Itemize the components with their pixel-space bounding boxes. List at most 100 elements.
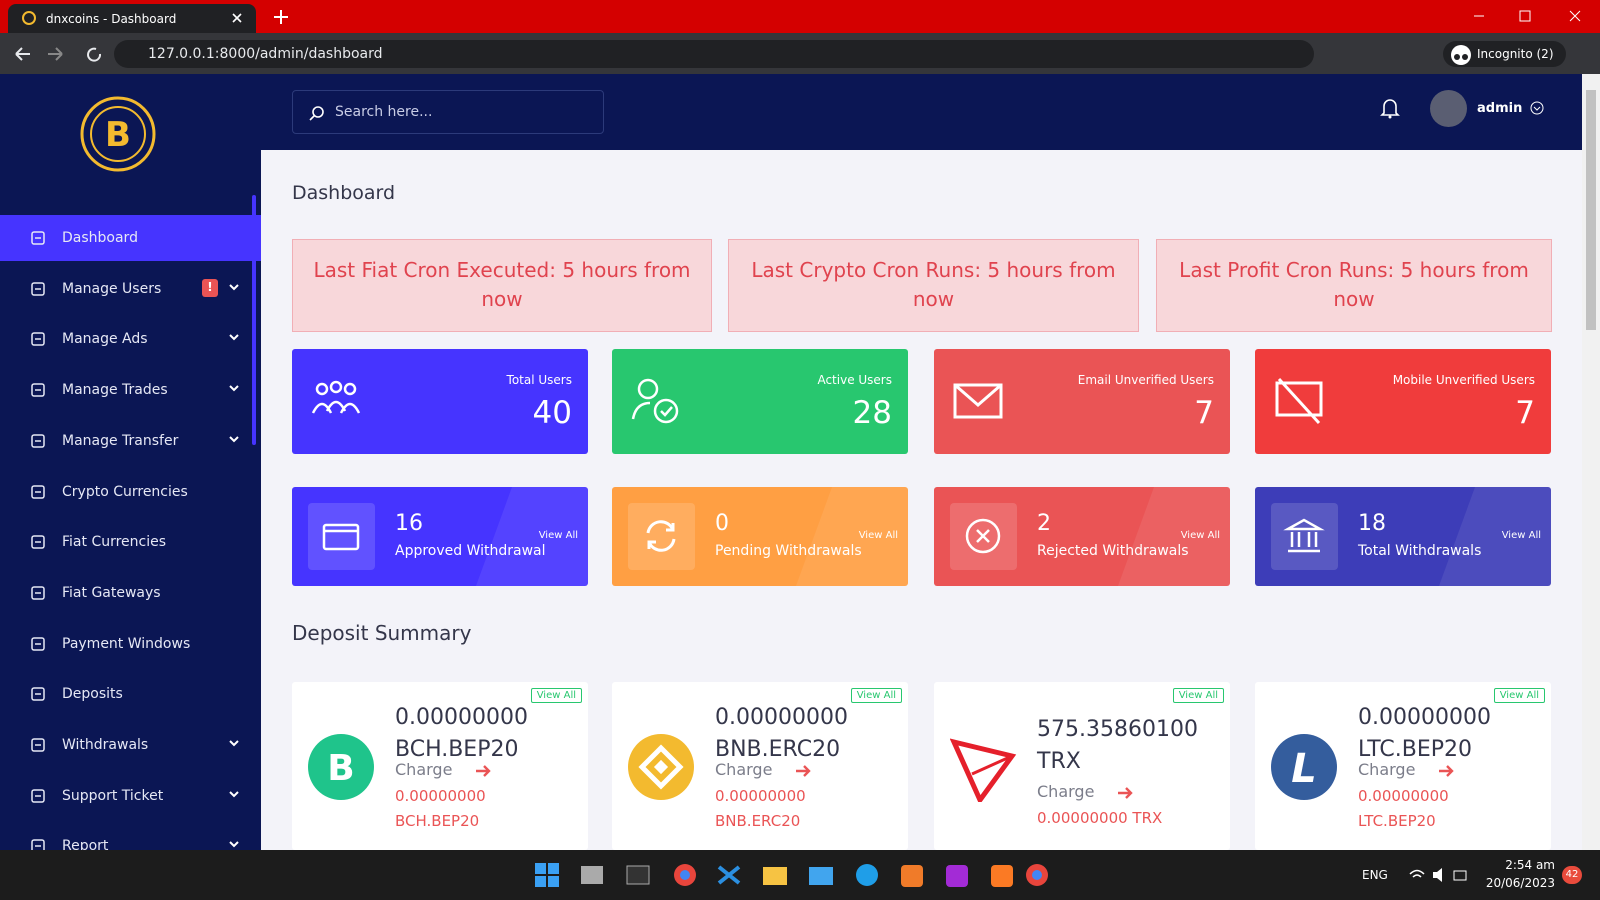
deposit-card[interactable]: View All 575.35860100 TRX Charge 0.00000000 …: [934, 682, 1230, 850]
currency: BNB.ERC20: [715, 737, 841, 762]
menu-label: Manage Users: [62, 280, 162, 297]
coin-icon: L: [1271, 734, 1337, 800]
coin-icon: [950, 738, 1017, 802]
menu-item[interactable]: Payment Windows: [0, 621, 261, 667]
window-controls[interactable]: [1470, 8, 1590, 24]
view-all-link[interactable]: View All: [858, 530, 898, 541]
menu-item[interactable]: Deposits: [0, 671, 261, 717]
withdrawal-card[interactable]: 18 Total Withdrawals View All: [1255, 487, 1551, 586]
view-all-link[interactable]: View All: [1180, 530, 1220, 541]
withdrawal-card[interactable]: 16 Approved Withdrawal View All: [292, 487, 588, 586]
view-all-link[interactable]: View All: [1172, 688, 1224, 703]
withdrawal-icon: [646, 520, 676, 552]
charge-label: Charge: [1358, 760, 1538, 779]
stat-card[interactable]: Total Users 40: [292, 349, 588, 454]
cron-alert: Last Crypto Cron Runs: 5 hours from now: [728, 239, 1139, 332]
stat-label: Email Unverified Users: [1077, 373, 1214, 387]
view-all-link[interactable]: View All: [530, 688, 582, 703]
menu-icon: [31, 383, 45, 397]
deposit-card[interactable]: B View All 0.00000000 BCH.BEP20 Charge 0.0000…: [292, 682, 588, 850]
menu-item[interactable]: Manage Transfer: [0, 418, 261, 464]
chevron: [229, 740, 239, 747]
menu-item[interactable]: Fiat Currencies: [0, 519, 261, 565]
profile-button[interactable]: Incognito (2): [1443, 41, 1566, 67]
menu-label: Dashboard: [62, 230, 138, 246]
menu-item[interactable]: Fiat Gateways: [0, 570, 261, 616]
menu-item[interactable]: Manage Trades: [0, 367, 261, 413]
withdrawal-card[interactable]: 0 Pending Withdrawals View All: [612, 487, 908, 586]
stat-icon: [311, 380, 361, 414]
menu-label: Manage Trades: [62, 382, 168, 399]
menu-item[interactable]: Report: [0, 823, 261, 850]
menu-item[interactable]: Dashboard: [0, 215, 261, 261]
stat-card[interactable]: Mobile Unverified Users 7: [1255, 349, 1551, 454]
menu-icon: [31, 738, 45, 752]
withdrawal-icon: [965, 518, 1001, 554]
icon-box: [308, 503, 375, 570]
menu-item[interactable]: Support Ticket: [0, 773, 261, 819]
stat-card[interactable]: Active Users 28: [612, 349, 908, 454]
deposit-card[interactable]: L View All 0.00000000 LTC.BEP20 Charge 0.0000…: [1255, 682, 1551, 850]
tray-icons[interactable]: [1408, 866, 1468, 884]
taskbar-apps[interactable]: [535, 863, 1055, 889]
menu-item[interactable]: Manage Ads: [0, 316, 261, 362]
chevron: [229, 841, 239, 848]
menu-label: Deposits: [62, 686, 123, 703]
deposit-card[interactable]: View All 0.00000000 BNB.ERC20 Charge 0.00000…: [612, 682, 908, 850]
cron-alert: Last Fiat Cron Executed: 5 hours from no…: [292, 239, 712, 332]
menu-label: Manage Ads: [62, 331, 148, 348]
charge-text: Charge: [395, 760, 453, 779]
chevron: [229, 790, 239, 798]
clock-time[interactable]: 2:54 am: [1505, 858, 1555, 872]
avatar[interactable]: [1430, 90, 1467, 127]
deposit-amount: 0.00000000 BNB.ERC20: [715, 702, 895, 766]
stat-value: 40: [532, 395, 572, 431]
deposit-amount: 0.00000000 LTC.BEP20: [1358, 702, 1538, 766]
arrow: [1439, 765, 1454, 777]
search-box[interactable]: Search here...: [292, 90, 604, 134]
currency: TRX: [1037, 749, 1081, 774]
arrow: [1118, 787, 1133, 799]
user-name[interactable]: admin: [1477, 101, 1523, 116]
browser-tab[interactable]: dnxcoins - Dashboard: [8, 4, 256, 33]
notification-count[interactable]: 42: [1562, 866, 1582, 884]
withdrawal-card[interactable]: 2 Rejected Withdrawals View All: [934, 487, 1230, 586]
clock-date[interactable]: 20/06/2023: [1485, 876, 1555, 890]
menu-icon: [31, 535, 45, 549]
user-dropdown[interactable]: [1530, 101, 1544, 115]
stat-card[interactable]: Email Unverified Users 7: [934, 349, 1230, 454]
new-tab[interactable]: [274, 10, 288, 24]
url: 127.0.0.1:8000/admin/dashboard: [148, 46, 383, 62]
arrow: [476, 765, 491, 777]
menu-item[interactable]: Manage Users!: [0, 266, 261, 312]
view-all-link[interactable]: View All: [1493, 688, 1545, 703]
charge-text: Charge: [1037, 782, 1095, 801]
url-field[interactable]: 127.0.0.1:8000/admin/dashboard: [114, 40, 1314, 68]
menu-icon: [31, 687, 45, 702]
menu-label: Fiat Currencies: [62, 534, 167, 551]
nav-buttons[interactable]: [14, 45, 104, 63]
page-title: Dashboard: [292, 182, 396, 204]
menu-icon: [31, 332, 45, 347]
incognito-icon: [1451, 45, 1471, 65]
view-all-link[interactable]: View All: [850, 688, 902, 703]
profile-label: Incognito (2): [1477, 47, 1554, 61]
menu-item[interactable]: Withdrawals: [0, 722, 261, 768]
arrow: [796, 765, 811, 777]
tab-close[interactable]: [232, 13, 242, 23]
withdrawal-count: 0: [715, 511, 729, 536]
input-language[interactable]: ENG: [1362, 868, 1388, 882]
notification-bell[interactable]: [1380, 97, 1400, 119]
view-all-link[interactable]: View All: [1501, 530, 1541, 541]
charge-value: 0.00000000 TRX: [1037, 809, 1163, 827]
currency: BCH.BEP20: [395, 737, 519, 762]
sidebar-scrollbar: [252, 195, 256, 445]
menu-item[interactable]: Crypto Currencies: [0, 469, 261, 515]
section-title: Deposit Summary: [292, 621, 472, 645]
scroll-thumb[interactable]: [1586, 90, 1596, 330]
stat-value: 7: [1515, 395, 1535, 431]
view-all-link[interactable]: View All: [538, 530, 578, 541]
stat-icon: [1275, 377, 1323, 425]
charge-text: Charge: [715, 760, 773, 779]
